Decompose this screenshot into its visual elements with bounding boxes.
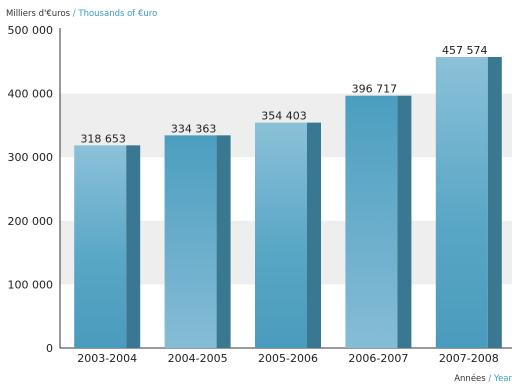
x-tick-label: 2006-2007	[348, 352, 408, 365]
bar-side	[487, 56, 502, 348]
y-unit-en: Thousands of €uro	[78, 9, 158, 19]
bar-front	[435, 56, 488, 348]
bar-front	[255, 122, 307, 348]
bar-front	[74, 145, 127, 348]
bars: 318 653 334 363 354 403 396 717 457 574	[74, 44, 502, 348]
x-tick-label: 2007-2008	[439, 352, 499, 365]
y-unit-fr: Milliers d'€uros	[6, 9, 71, 19]
bar-front	[345, 95, 398, 348]
bar-value-label: 318 653	[80, 132, 126, 145]
y-tick-label: 200 000	[8, 215, 54, 228]
bar-value-label: 457 574	[442, 44, 488, 57]
y-tick-label: 300 000	[8, 151, 54, 164]
bar-value-label: 354 403	[261, 110, 307, 123]
x-tick-label: 2005-2006	[258, 352, 318, 365]
x-unit-fr: Années	[454, 374, 486, 384]
x-tick-label: 2003-2004	[77, 352, 137, 365]
x-unit-en: Year	[494, 374, 512, 384]
y-tick-label: 500 000	[8, 24, 54, 37]
y-unit-separator: /	[70, 9, 79, 19]
bar-side	[126, 145, 141, 348]
x-axis-unit-label: Années / Year	[454, 374, 512, 384]
bar-side	[216, 135, 231, 348]
y-tick-label: 400 000	[8, 88, 54, 101]
x-tick-label: 2004-2005	[168, 352, 228, 365]
bar-value-label: 396 717	[352, 83, 398, 96]
bar-side	[307, 122, 321, 348]
bar-front	[164, 135, 217, 348]
x-unit-separator: /	[485, 374, 494, 384]
y-tick-labels: 0 100 000 200 000 300 000 400 000 500 000	[8, 24, 54, 355]
y-tick-label: 0	[46, 342, 53, 355]
bar-side	[397, 95, 412, 348]
x-tick-labels: 2003-2004 2004-2005 2005-2006 2006-2007 2007…	[77, 352, 499, 365]
bar-value-label: 334 363	[171, 122, 217, 135]
y-axis-unit-label: Milliers d'€uros / Thousands of €uro	[6, 9, 157, 19]
y-tick-label: 100 000	[8, 278, 54, 291]
